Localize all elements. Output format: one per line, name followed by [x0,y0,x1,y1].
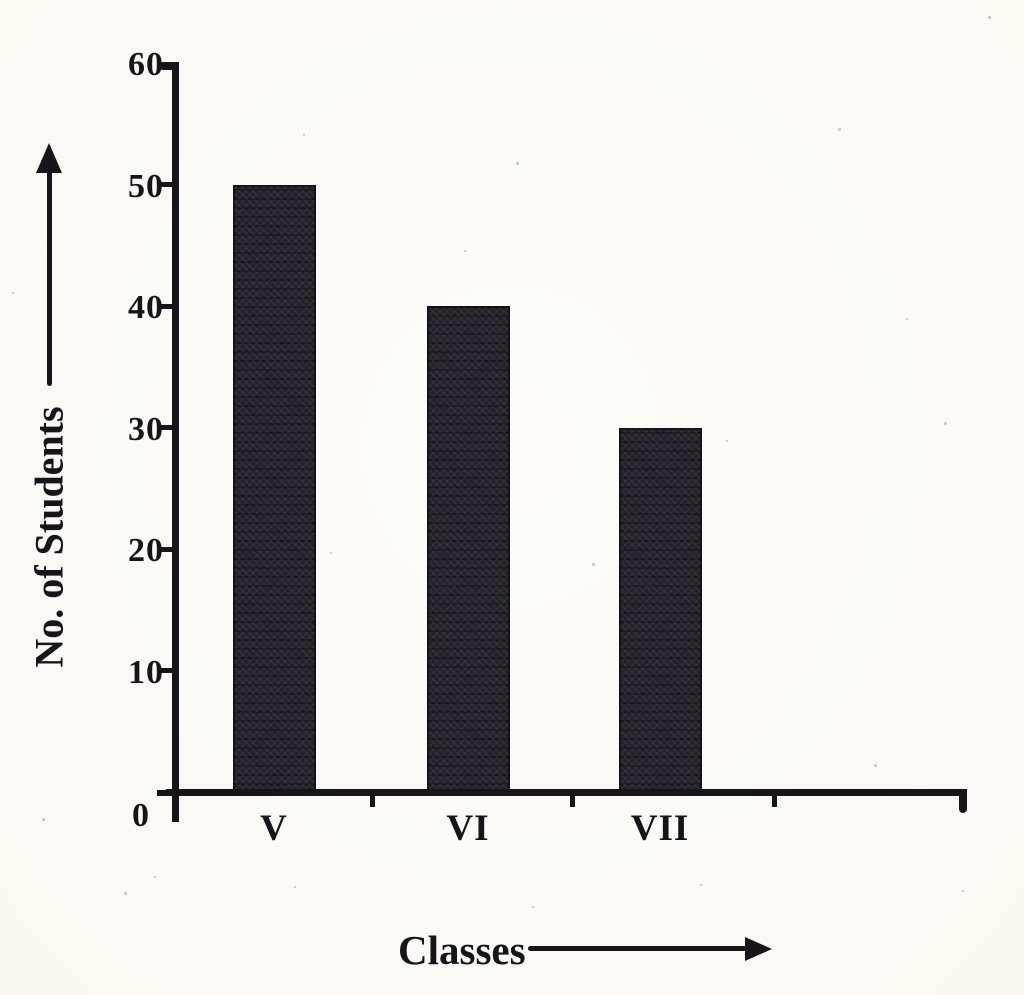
y-axis-title: No. of Students [26,406,72,668]
y-axis-arrow-line [47,168,52,386]
y-tick-label-20: 20 [128,532,164,569]
x-category-label-v: V [260,808,288,849]
scan-speck [42,818,45,821]
x-tick-2 [569,792,575,807]
y-tick-label-40: 40 [128,289,164,326]
y-tick-label-60: 60 [128,46,164,83]
scan-speck [944,422,947,425]
scan-speck [154,876,156,878]
y-tick-10 [159,668,173,673]
origin-tick [157,790,173,796]
scan-speck [648,586,651,589]
y-axis-arrow-up-icon [36,143,62,173]
scan-speck [962,890,964,892]
scan-speck [874,764,877,767]
y-tick-label-50: 50 [128,167,164,205]
x-axis-title: Classes [398,927,526,973]
scan-speck [303,134,305,136]
scan-speck [988,16,991,19]
x-category-label-vi: VI [446,808,490,849]
y-axis-top-hook [159,62,179,70]
scan-speck [330,552,332,554]
scan-speck [12,292,14,294]
x-category-label-vii: VII [630,808,690,849]
bar-vi [426,306,510,794]
scan-speck [906,318,908,320]
x-axis-line [166,789,967,796]
y-tick-label-0: 0 [132,797,150,834]
bar-v [232,184,316,794]
y-tick-50 [159,182,173,187]
scan-speck [532,906,534,908]
scan-speck [124,892,127,895]
x-axis-arrow-right-icon [745,937,772,961]
y-tick-20 [159,546,173,552]
x-axis-arrow-line [528,946,747,951]
y-tick-label-30: 30 [128,410,164,448]
x-axis-right-hook [959,789,967,813]
scan-speck [516,162,519,165]
x-tick-3 [771,792,777,807]
x-tick-1 [369,792,375,807]
bar-vii [618,427,702,794]
scan-speck [838,128,841,131]
y-axis-line [172,62,179,822]
scan-speck [700,884,702,886]
scan-speck [294,886,296,888]
y-tick-40 [159,303,173,309]
y-tick-label-10: 10 [128,653,164,691]
scan-speck [464,250,466,252]
scan-speck [726,440,728,442]
scan-speck [592,563,595,566]
y-tick-30 [159,425,173,430]
